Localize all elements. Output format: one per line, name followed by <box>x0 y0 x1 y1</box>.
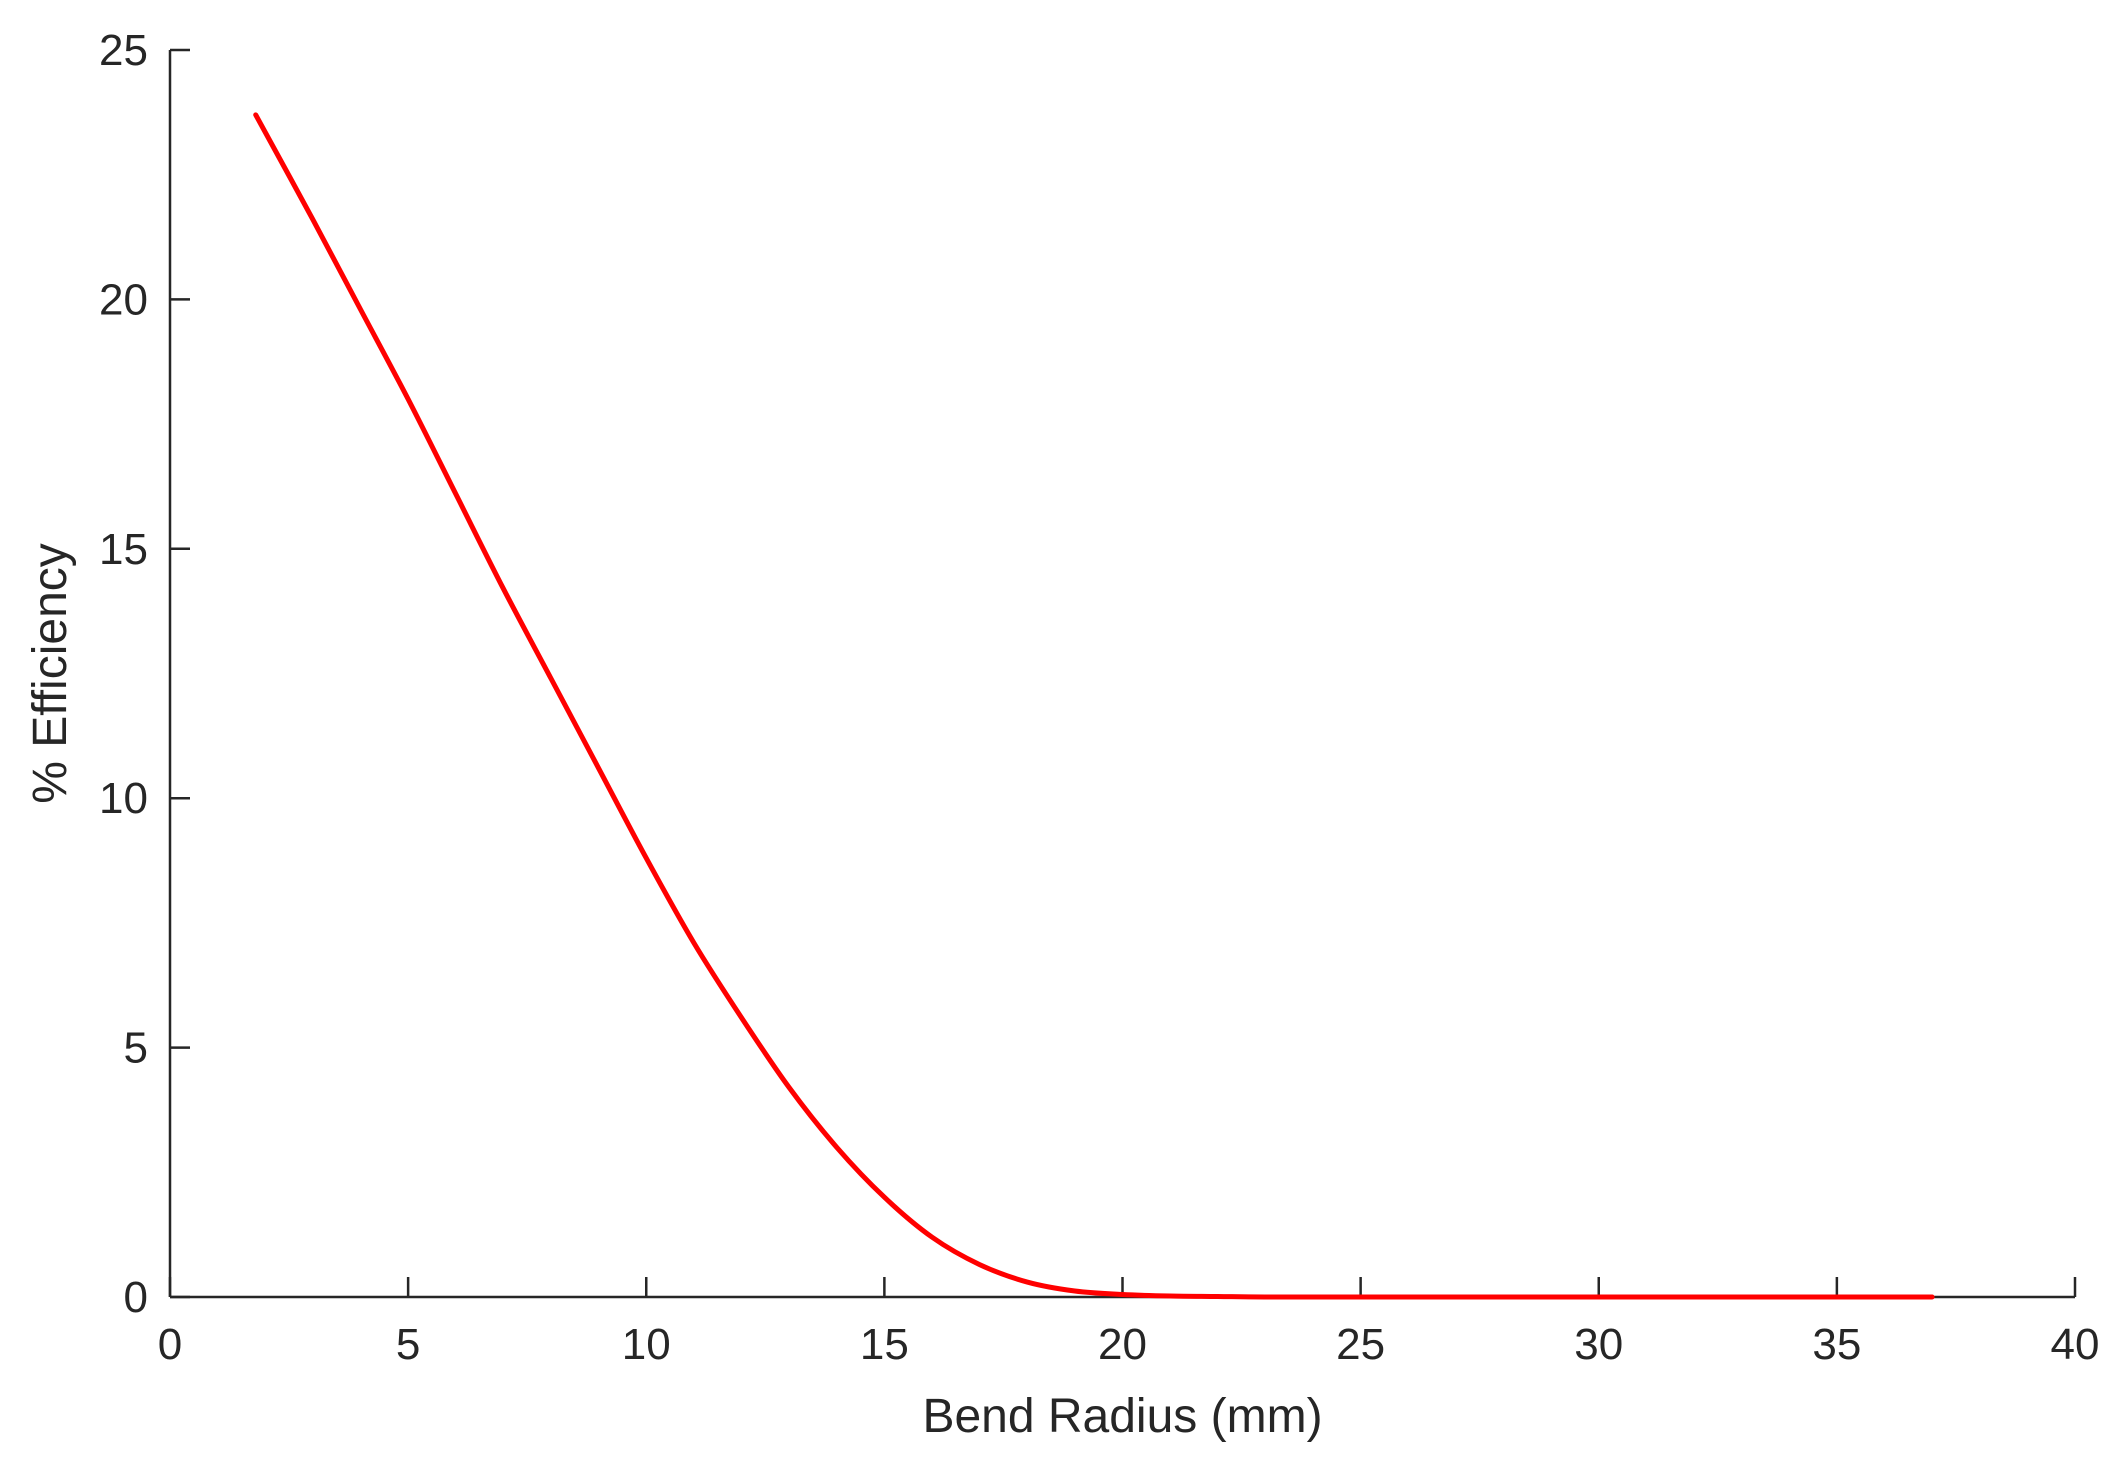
x-tick-label: 20 <box>1098 1320 1147 1369</box>
axes <box>168 50 2075 1299</box>
y-tick-label: 20 <box>99 275 148 324</box>
x-tick-label: 40 <box>2051 1320 2100 1369</box>
x-ticks: 0 5 10 15 20 25 30 35 40 <box>158 1277 2100 1369</box>
y-tick-label: 25 <box>99 26 148 75</box>
series-line <box>253 112 1935 1300</box>
x-tick-label: 10 <box>622 1320 671 1369</box>
x-tick-label: 25 <box>1336 1320 1385 1369</box>
x-tick-label: 30 <box>1574 1320 1623 1369</box>
x-axis-label: Bend Radius (mm) <box>922 1390 1322 1443</box>
y-axis-label: % Efficiency <box>24 543 77 804</box>
y-tick-label: 0 <box>124 1273 148 1322</box>
x-tick-label: 0 <box>158 1320 182 1369</box>
x-tick-label: 35 <box>1812 1320 1861 1369</box>
series-layer <box>253 112 1935 1300</box>
y-tick-label: 5 <box>124 1024 148 1073</box>
y-tick-label: 10 <box>99 774 148 823</box>
x-tick-label: 5 <box>396 1320 420 1369</box>
y-tick-label: 15 <box>99 525 148 574</box>
y-ticks: 0 5 10 15 20 25 <box>99 26 190 1322</box>
x-tick-label: 15 <box>860 1320 909 1369</box>
